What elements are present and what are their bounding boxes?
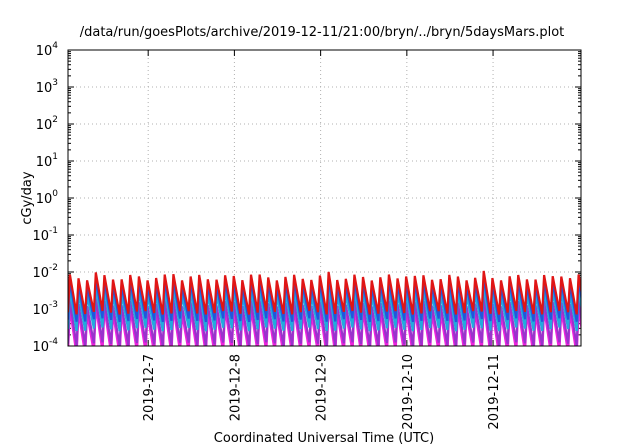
x-tick-label: 2019-12-9 bbox=[315, 354, 330, 421]
y-tick-label: 104 bbox=[36, 41, 59, 59]
y-tick-label: 103 bbox=[36, 78, 58, 96]
y-tick-label: 10-1 bbox=[32, 226, 58, 244]
y-axis-label: cGy/day bbox=[20, 171, 35, 225]
series-line bbox=[68, 270, 581, 315]
x-tick-label: 2019-12-10 bbox=[401, 354, 416, 430]
x-tick-label: 2019-12-11 bbox=[487, 354, 502, 430]
y-tick-label: 10-2 bbox=[32, 263, 58, 281]
series-group bbox=[68, 270, 581, 346]
chart-title: /data/run/goesPlots/archive/2019-12-11/2… bbox=[80, 25, 565, 40]
y-tick-label: 102 bbox=[36, 115, 58, 133]
x-axis-tick-labels: 2019-12-7 2019-12-8 2019-12-9 2019-12-10 201… bbox=[142, 354, 502, 430]
y-tick-label: 10-3 bbox=[32, 300, 58, 318]
plot-area bbox=[68, 270, 581, 346]
x-tick-label: 2019-12-7 bbox=[142, 354, 157, 421]
y-tick-label: 101 bbox=[36, 152, 58, 170]
y-tick-label: 10-4 bbox=[32, 337, 58, 355]
y-tick-label: 100 bbox=[36, 189, 59, 207]
plot-frame bbox=[67, 49, 582, 347]
x-axis-label: Coordinated Universal Time (UTC) bbox=[214, 431, 434, 446]
x-tick-label: 2019-12-8 bbox=[228, 354, 243, 421]
y-axis-tick-labels: 104 103 102 101 100 10-1 10-2 10-3 10-4 bbox=[32, 41, 58, 355]
